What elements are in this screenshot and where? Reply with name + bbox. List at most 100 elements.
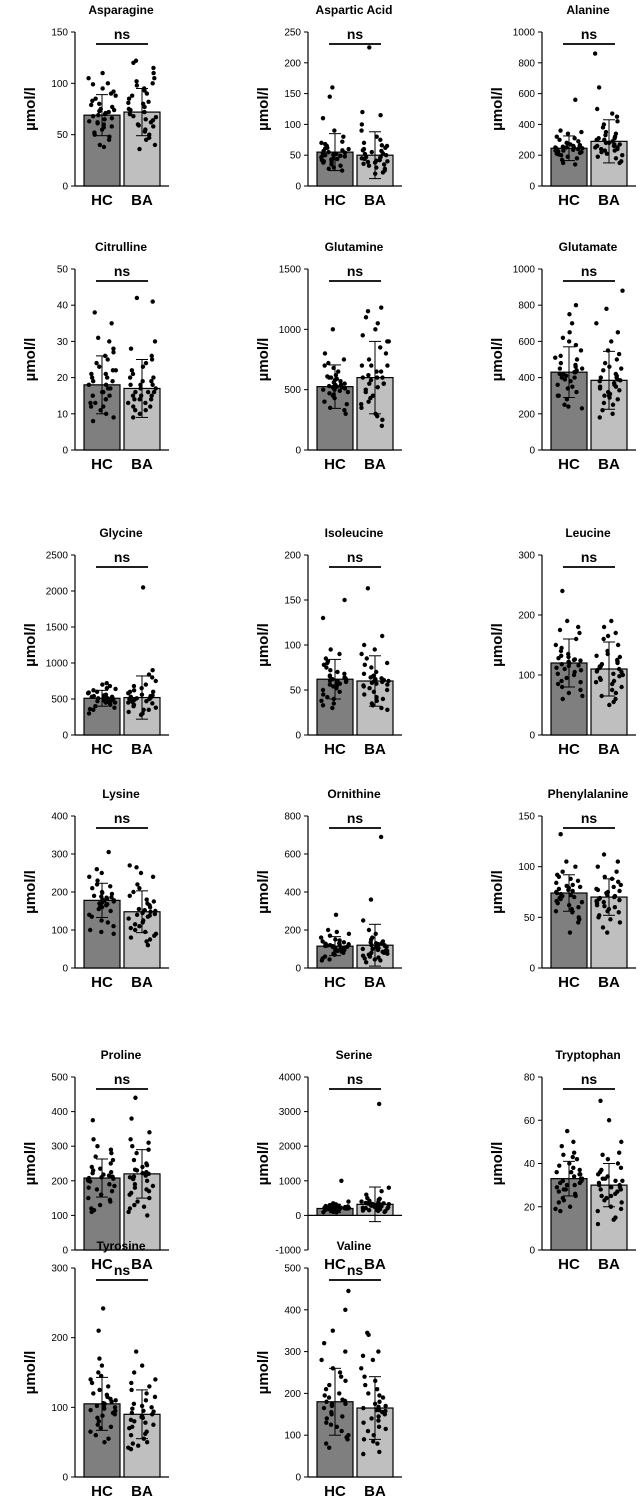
- data-point: [328, 668, 332, 672]
- data-point: [128, 863, 132, 867]
- data-point: [383, 167, 387, 171]
- chart-panel-citrulline: Citrullineµmol/l01020304050HC BAns: [22, 240, 169, 473]
- data-point: [319, 155, 323, 159]
- data-point: [144, 699, 148, 703]
- y-axis-label: µmol/l: [22, 87, 39, 131]
- data-point: [564, 884, 568, 888]
- data-point: [137, 924, 141, 928]
- data-point: [152, 934, 156, 938]
- data-point: [126, 916, 130, 920]
- x-tick-label: HC: [558, 1256, 580, 1273]
- data-point: [578, 885, 582, 889]
- y-tick-label: 50: [524, 913, 536, 924]
- data-point: [556, 672, 560, 676]
- data-point: [323, 142, 327, 146]
- data-point: [137, 123, 141, 127]
- data-point: [596, 1209, 600, 1213]
- data-point: [366, 1391, 370, 1395]
- y-axis-label: µmol/l: [255, 1142, 272, 1186]
- data-point: [611, 403, 615, 407]
- y-tick-label: 1000: [46, 659, 69, 670]
- data-point: [338, 682, 342, 686]
- chart-panel-asparagine: Asparagineµmol/l050100150HC BAns: [22, 3, 169, 209]
- data-point: [105, 375, 109, 379]
- data-point: [102, 899, 106, 903]
- y-tick-label: 50: [290, 686, 302, 697]
- data-point: [369, 897, 373, 901]
- data-point: [385, 661, 389, 665]
- chart-panel-lysine: Lysineµmol/l0100200300400HC BAns: [22, 787, 169, 991]
- data-point: [338, 379, 342, 383]
- significance-label: ns: [347, 1262, 364, 1278]
- y-tick-label: 0: [529, 964, 535, 975]
- data-point: [143, 408, 147, 412]
- data-point: [343, 1308, 347, 1312]
- data-point: [362, 692, 366, 696]
- data-point: [342, 598, 346, 602]
- data-point: [620, 289, 624, 293]
- data-point: [594, 680, 598, 684]
- data-point: [144, 361, 148, 365]
- data-point: [375, 414, 379, 418]
- y-tick-label: 100: [284, 1431, 301, 1442]
- data-point: [113, 93, 117, 97]
- x-tick-label: HC: [91, 192, 113, 209]
- x-tick-label: HC: [324, 741, 346, 758]
- data-point: [378, 138, 382, 142]
- data-point: [97, 102, 101, 106]
- y-axis-label: µmol/l: [255, 870, 272, 914]
- data-point: [554, 909, 558, 913]
- data-point: [370, 681, 374, 685]
- data-point: [128, 894, 132, 898]
- y-tick-label: 0: [62, 182, 68, 193]
- data-point: [614, 870, 618, 874]
- data-point: [153, 143, 157, 147]
- x-tick-label: HC: [558, 192, 580, 209]
- data-point: [135, 882, 139, 886]
- data-point: [617, 1183, 621, 1187]
- data-point: [562, 667, 566, 671]
- data-point: [142, 110, 146, 114]
- significance-label: ns: [581, 1071, 598, 1087]
- data-point: [131, 114, 135, 118]
- data-point: [338, 154, 342, 158]
- y-tick-label: 100: [51, 1211, 68, 1222]
- y-tick-label: 200: [51, 1333, 68, 1344]
- data-point: [323, 1393, 327, 1397]
- data-point: [153, 1395, 157, 1399]
- x-tick-label: BA: [131, 192, 153, 209]
- data-point: [339, 1429, 343, 1433]
- data-point: [597, 85, 601, 89]
- data-point: [95, 867, 99, 871]
- data-point: [598, 896, 602, 900]
- y-tick-label: 200: [51, 888, 68, 899]
- y-tick-label: 150: [518, 812, 535, 823]
- y-axis-label: µmol/l: [22, 1351, 39, 1395]
- data-point: [616, 330, 620, 334]
- data-point: [321, 1210, 325, 1214]
- data-point: [359, 1366, 363, 1370]
- y-tick-label: 10: [57, 409, 69, 420]
- data-point: [605, 930, 609, 934]
- chart-title: Tyrosine: [96, 1239, 145, 1253]
- data-point: [615, 357, 619, 361]
- y-axis-label: µmol/l: [489, 338, 506, 382]
- data-point: [151, 124, 155, 128]
- data-point: [359, 402, 363, 406]
- data-point: [364, 315, 368, 319]
- data-point: [146, 100, 150, 104]
- data-point: [369, 943, 373, 947]
- y-axis-label: µmol/l: [22, 623, 39, 667]
- data-point: [616, 397, 620, 401]
- y-tick-label: 100: [518, 862, 535, 873]
- data-point: [136, 1443, 140, 1447]
- data-point: [99, 918, 103, 922]
- data-point: [361, 1406, 365, 1410]
- data-point: [153, 912, 157, 916]
- y-tick-label: 200: [284, 926, 301, 937]
- data-point: [151, 875, 155, 879]
- data-point: [374, 932, 378, 936]
- significance-label: ns: [114, 1071, 131, 1087]
- data-point: [131, 1441, 135, 1445]
- data-point: [330, 706, 334, 710]
